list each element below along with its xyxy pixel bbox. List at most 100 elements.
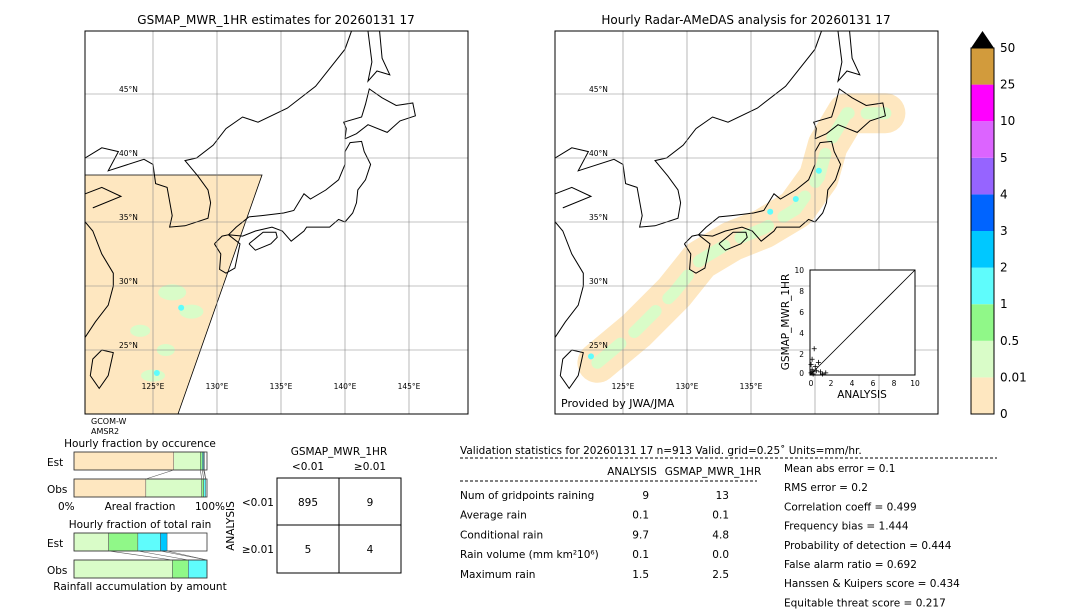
rain-obs-label: Obs (47, 565, 67, 577)
sensor-label-2: AMSR2 (91, 427, 119, 436)
stats-gsmap-value: 2.5 (712, 569, 729, 581)
colorbar-segment (971, 121, 994, 158)
left-map: 45°N 40°N 35°N 30°N 25°N 125°E 130°E 135°E 140°E… (84, 30, 469, 415)
colorbar-label: 0.5 (1000, 334, 1019, 348)
scatter-point (811, 346, 817, 352)
ct-col-title: GSMAP_MWR_1HR (291, 446, 387, 458)
score-line: Hanssen & Kuipers score = 0.434 (784, 578, 960, 590)
colorbar-label: 50 (1000, 41, 1015, 55)
ct-cell: 9 (367, 497, 374, 509)
coastline-shikoku (718, 231, 748, 251)
colorbar-segment (971, 48, 994, 85)
bar-connector (202, 469, 204, 480)
colorbar-label: 5 (1000, 151, 1008, 165)
coastline-hokkaido (813, 88, 886, 140)
colorbar-label: 1 (1000, 297, 1008, 311)
colorbar-label: 0 (1000, 407, 1008, 421)
rain-fraction-title: Hourly fraction of total rain (69, 519, 212, 531)
bar-segment-obs (73, 478, 147, 498)
x-tick-label: 2 (829, 379, 834, 388)
scatter-point (809, 356, 815, 362)
stats-row-label: Maximum rain (460, 569, 535, 581)
coastline-kyushu (683, 234, 711, 274)
rain-area-heavy (178, 304, 185, 311)
colorbar-segment (971, 304, 994, 341)
lat-label: 30°N (589, 277, 608, 286)
occ-xlabel: Areal fraction (105, 501, 176, 513)
coastline-hokkaido (343, 88, 416, 140)
colorbar-frame (970, 47, 995, 415)
stats-row-label: Num of gridpoints raining (460, 490, 594, 502)
colorbar-label: 25 (1000, 78, 1015, 92)
scatter-point (808, 362, 814, 367)
rain-est-label: Est (47, 538, 63, 550)
coastline-kyushu (213, 234, 241, 274)
occ-est-label: Est (47, 457, 63, 469)
lon-label: 125°E (612, 382, 635, 391)
bar-connector (200, 469, 202, 480)
coastline-sakhalin (837, 31, 861, 83)
lon-label: 130°E (206, 382, 229, 391)
scatter-point (823, 370, 829, 376)
rain-area-heavy (815, 167, 822, 174)
scatter-point (820, 371, 826, 377)
x-tick-label: 8 (892, 379, 897, 388)
colorbar-segment (971, 340, 994, 378)
score-line: Equitable threat score = 0.217 (784, 597, 946, 609)
scatter-point (818, 369, 823, 375)
lon-label: 135°E (270, 382, 293, 391)
colorbar-label: 3 (1000, 224, 1008, 238)
stats-row-label: Average rain (460, 510, 527, 522)
lat-label: 25°N (119, 341, 138, 350)
bar-connector (108, 550, 173, 561)
bar-frame (73, 559, 208, 579)
contingency-table: GSMAP_MWR_1HR <0.01 ≥0.01 ANALYSIS <0.01… (225, 446, 402, 574)
scatter-point (809, 367, 815, 373)
rain-fraction-bars (73, 532, 208, 579)
x-tick-label: 10 (910, 379, 920, 388)
y-tick-label: 2 (799, 350, 804, 359)
coastline-mainland (85, 31, 352, 338)
coastline-sakhalin (367, 31, 391, 83)
score-line: RMS error = 0.2 (784, 482, 868, 494)
rain-xlabel: Rainfall accumulation by amount (53, 581, 226, 593)
colorbar-label: 2 (1000, 261, 1008, 275)
x-tick-label: 4 (850, 379, 855, 388)
scatter-point (813, 368, 819, 374)
colorbar-label: 10 (1000, 114, 1015, 128)
coastline-mainland (555, 31, 822, 338)
y-tick-label: 0 (799, 369, 804, 378)
lat-label: 30°N (119, 277, 138, 286)
bar-connector (204, 469, 206, 480)
stats-col-analysis: ANALYSIS (607, 466, 657, 478)
occurrence-title: Hourly fraction by occurence (64, 438, 216, 450)
scatter-point (808, 370, 814, 376)
colorbar-segment (971, 157, 994, 195)
diagonal-line (809, 269, 916, 376)
bar-segment-obs (145, 478, 202, 498)
scatter-xlabel: ANALYSIS (837, 389, 887, 401)
colorbar-label: 0.01 (1000, 370, 1027, 384)
stats-row-label: Rain volume (mm km²10⁶) (460, 549, 599, 561)
bar-connector (137, 550, 189, 561)
rain-area-heavy (153, 370, 160, 377)
coastline-honshu (228, 140, 372, 242)
bar-segment-est (73, 451, 174, 471)
occurrence-bars (73, 451, 208, 498)
lat-label: 45°N (589, 85, 608, 94)
scatter-inset: 00 2 2 4 4 6 6 8 8 10 10 ANALYSIS GSMAP_MWR_1HR (780, 266, 920, 401)
score-line: Mean abs error = 0.1 (784, 463, 895, 475)
colorbar: 0 0.01 0.5 1 2 3 4 5 10 25 50 (970, 31, 1027, 421)
bar-segment-est (200, 451, 203, 471)
stats-gsmap-value: 13 (716, 490, 729, 502)
rain-area-heavy (588, 353, 594, 360)
y-tick-label: 6 (799, 308, 804, 317)
score-line: Correlation coeff = 0.499 (784, 501, 917, 513)
ct-col-label-1: ≥0.01 (354, 461, 386, 473)
bar-segment-est (173, 451, 201, 471)
bar-connector (145, 469, 174, 480)
lon-label: 125°E (142, 382, 165, 391)
y-tick-label: 4 (799, 329, 804, 338)
lat-label: 40°N (119, 149, 138, 158)
